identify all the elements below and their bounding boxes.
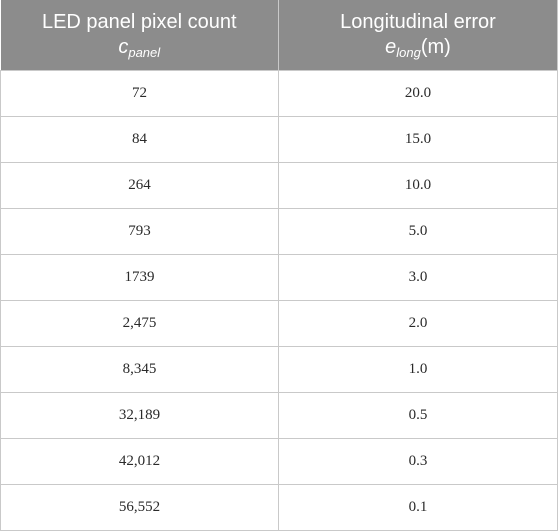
error-cell: 2.0 [278,300,558,347]
table-row: 793 5.0 [0,208,558,255]
table-row: 56,552 0.1 [0,484,558,531]
header-pixel-count: LED panel pixel count cpanel [0,0,279,71]
table-row: 8,345 1.0 [0,346,558,393]
table-row: 264 10.0 [0,162,558,209]
header-longitudinal-error-title: Longitudinal error [340,11,496,33]
header-row: LED panel pixel count cpanel Longitudina… [0,0,558,71]
error-cell: 20.0 [278,70,558,117]
pixel-count-cell: 793 [0,208,279,255]
error-cell: 1.0 [278,346,558,393]
header-pixel-count-subscript: panel [128,45,161,60]
pixel-count-cell: 42,012 [0,438,279,485]
header-pixel-count-title: LED panel pixel count [41,11,237,33]
pixel-count-cell: 264 [0,162,279,209]
pixel-count-cell: 2,475 [0,300,279,347]
pixel-count-cell: 32,189 [0,392,279,439]
header-longitudinal-error-unit: (m) [420,36,451,58]
pixel-count-cell: 1739 [0,254,279,301]
table-row: 32,189 0.5 [0,392,558,439]
error-cell: 5.0 [278,208,558,255]
table-row: 72 20.0 [0,70,558,117]
error-cell: 3.0 [278,254,558,301]
pixel-count-cell: 8,345 [0,346,279,393]
header-pixel-count-symbol: c [118,36,129,58]
table-row: 42,012 0.3 [0,438,558,485]
error-cell: 0.1 [278,484,558,531]
pixel-count-cell: 72 [0,70,279,117]
table-row: 1739 3.0 [0,254,558,301]
table-row: 2,475 2.0 [0,300,558,347]
header-longitudinal-error: Longitudinal error elong(m) [278,0,558,71]
error-cell: 0.3 [278,438,558,485]
pixel-count-cell: 56,552 [0,484,279,531]
pixel-count-cell: 84 [0,116,279,163]
error-cell: 10.0 [278,162,558,209]
table-row: 84 15.0 [0,116,558,163]
header-longitudinal-error-symbol: e [385,36,397,58]
header-longitudinal-error-subscript: long [396,45,421,60]
error-cell: 0.5 [278,392,558,439]
error-cell: 15.0 [278,116,558,163]
